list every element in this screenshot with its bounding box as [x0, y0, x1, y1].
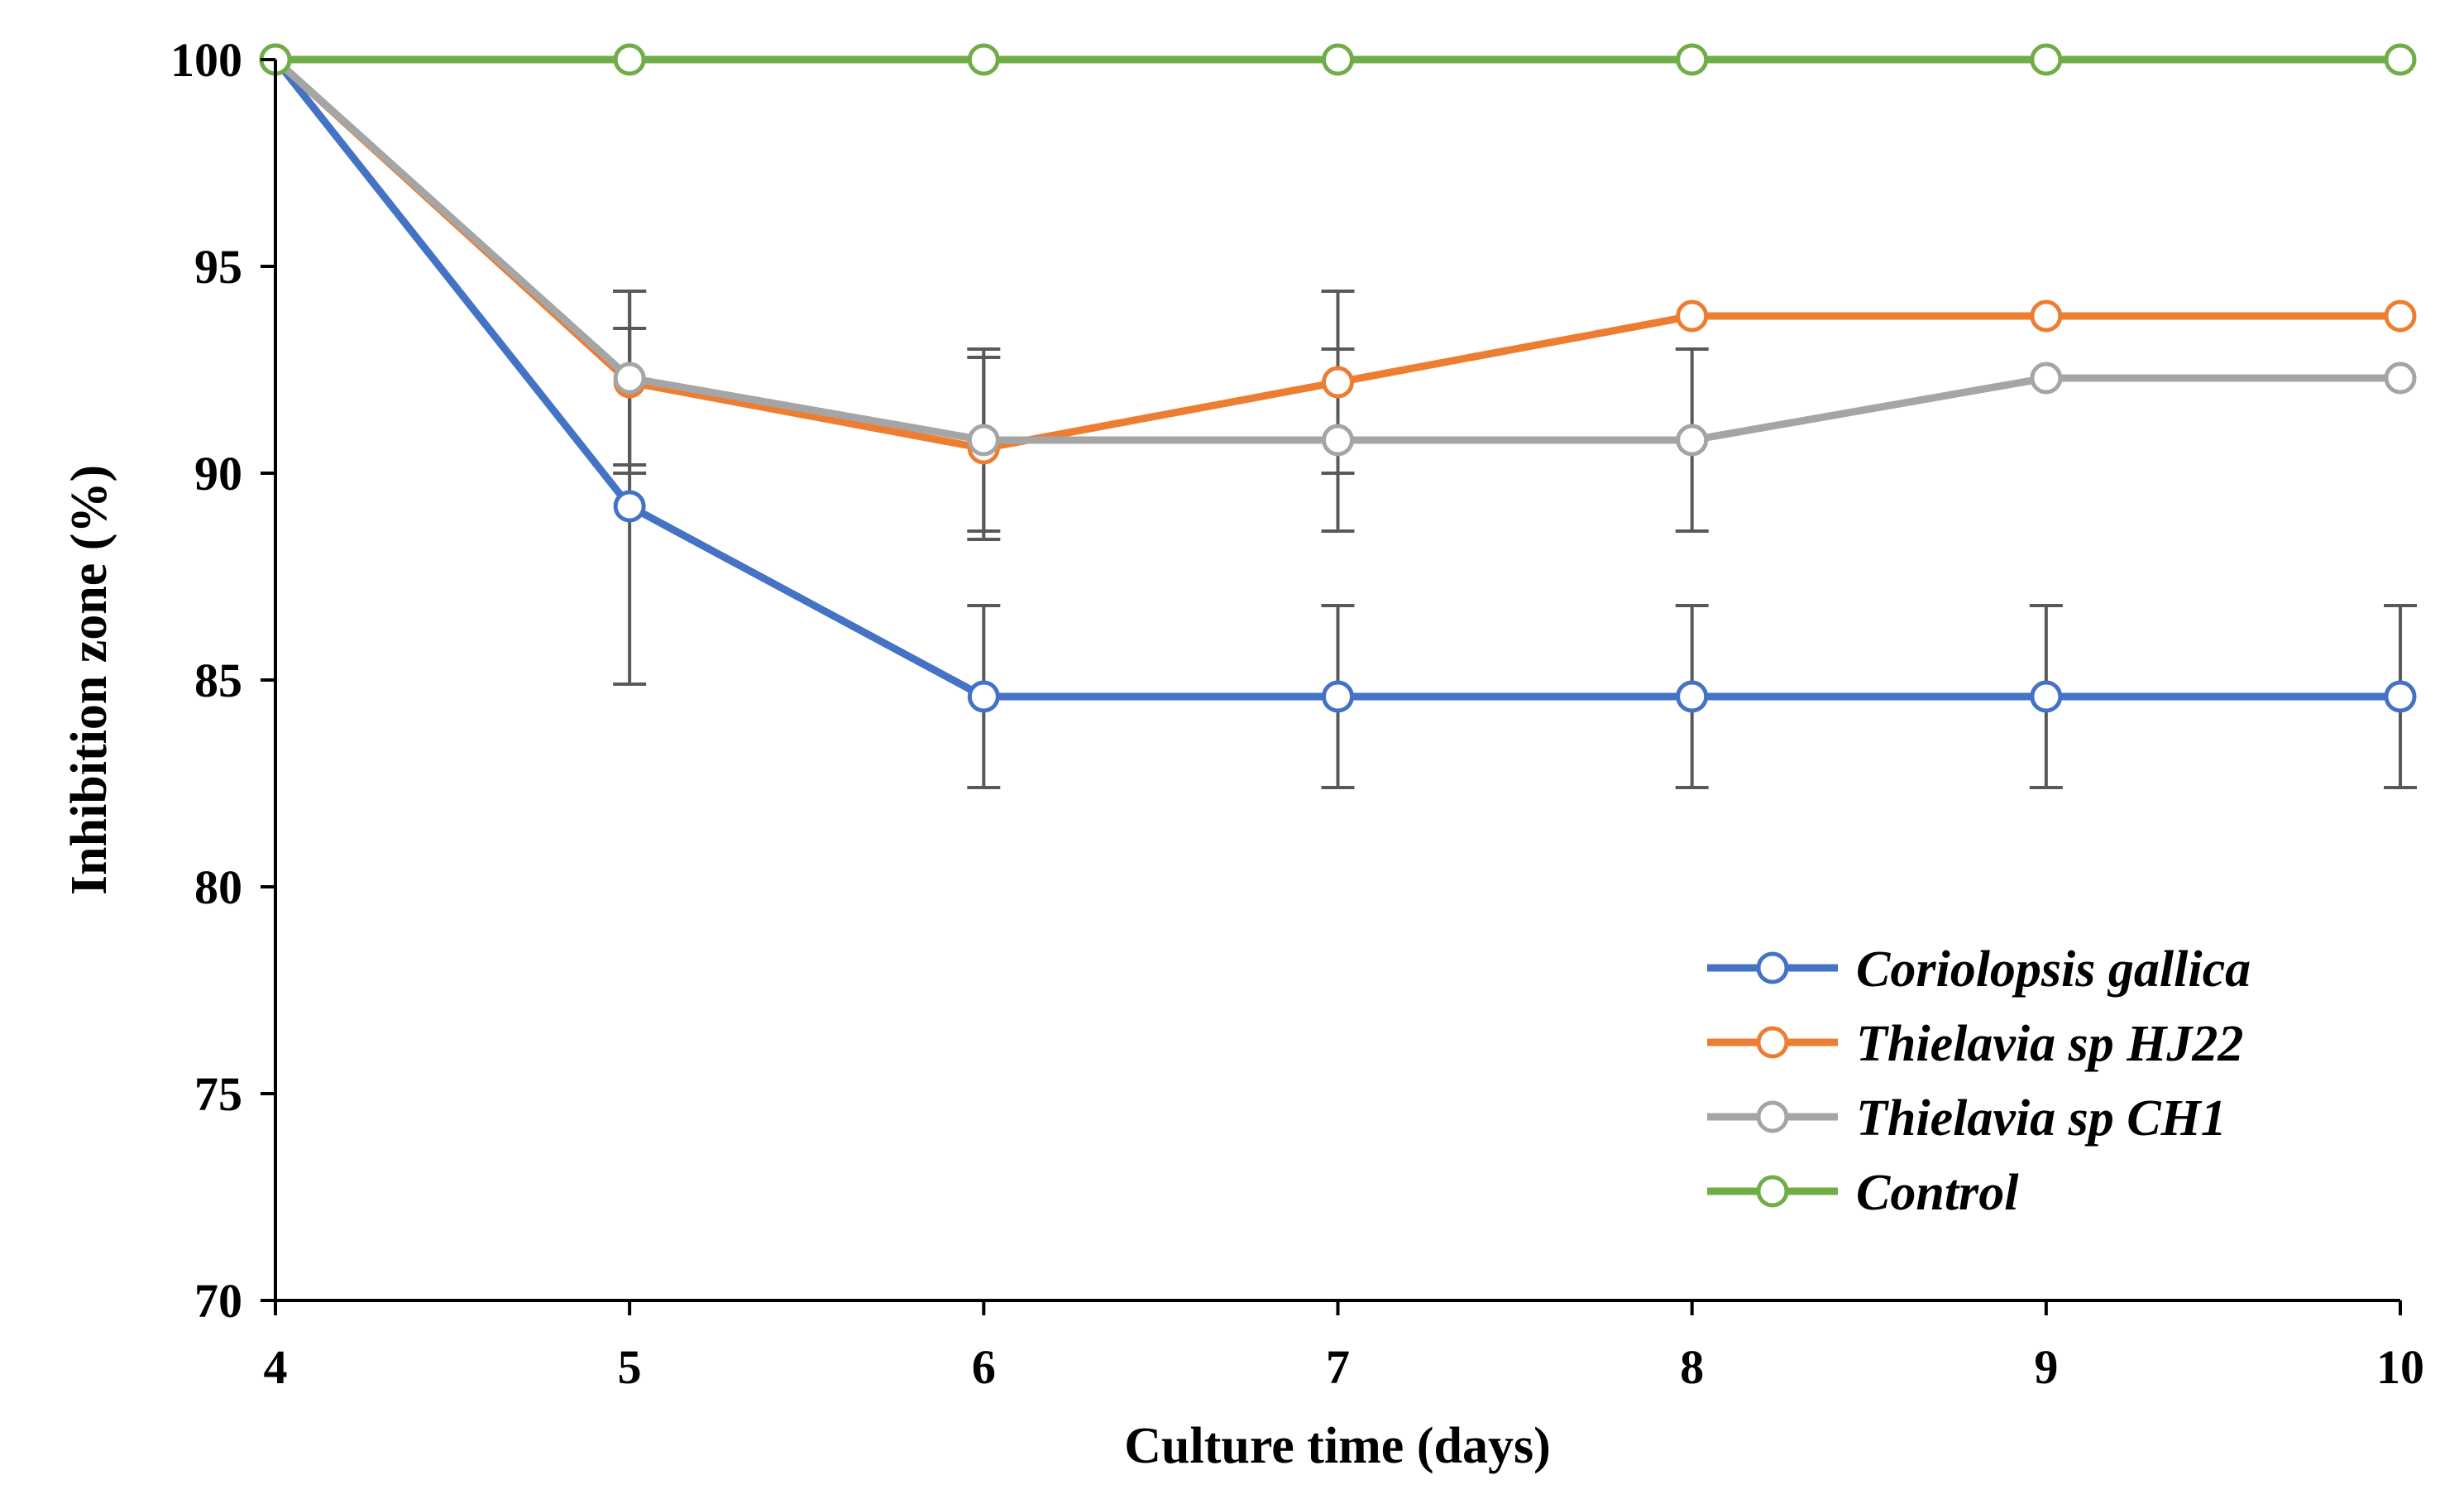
legend-entry: Thielavia sp CH1 — [1707, 1090, 2227, 1147]
legend-swatch-marker — [1756, 951, 1789, 984]
y-tick-label: 75 — [194, 1067, 242, 1121]
legend-label: Thielavia sp CH1 — [1856, 1090, 2227, 1147]
data-point — [1322, 680, 1354, 713]
data-point — [2384, 43, 2417, 76]
data-point — [1676, 299, 1709, 333]
legend-swatch-marker — [1756, 1175, 1789, 1208]
x-tick-label: 4 — [264, 1340, 288, 1394]
tick-labels: 70 75 80 85 90 95 100 4 5 6 7 8 9 10 — [170, 33, 2424, 1394]
data-point — [967, 424, 1000, 457]
data-point — [2030, 362, 2063, 395]
legend-entry: Control — [1707, 1165, 2019, 1221]
x-tick-label: 7 — [1326, 1340, 1350, 1394]
data-point — [613, 362, 646, 395]
y-tick-label: 90 — [194, 447, 242, 500]
x-tick-label: 6 — [972, 1340, 996, 1394]
data-point — [967, 43, 1000, 76]
data-point — [2384, 299, 2417, 333]
data-point — [2384, 362, 2417, 395]
legend: Coriolopsis gallica Thielavia sp HJ22 Thie… — [1707, 941, 2251, 1221]
legend-label: Thielavia sp HJ22 — [1856, 1016, 2243, 1072]
x-axis-title: Culture time (days) — [1124, 1418, 1550, 1474]
series-lines — [259, 43, 2417, 713]
y-tick-label: 95 — [194, 240, 242, 294]
legend-entry: Thielavia sp HJ22 — [1707, 1016, 2243, 1072]
series-3 — [259, 43, 2417, 76]
data-point — [1676, 424, 1709, 457]
y-tick-label: 100 — [170, 33, 242, 87]
ticks — [261, 58, 2402, 1315]
y-tick-label: 85 — [194, 654, 242, 707]
y-tick-label: 80 — [194, 860, 242, 914]
x-tick-label: 10 — [2376, 1340, 2424, 1394]
data-point — [613, 43, 646, 76]
x-tick-label: 8 — [1680, 1340, 1704, 1394]
data-point — [1322, 366, 1354, 399]
error-bars — [613, 290, 2417, 789]
data-point — [1322, 424, 1354, 457]
legend-label: Coriolopsis gallica — [1856, 941, 2251, 998]
legend-swatch-marker — [1756, 1100, 1789, 1133]
data-point — [1676, 43, 1709, 76]
legend-label: Control — [1856, 1165, 2019, 1221]
data-point — [613, 490, 646, 523]
x-tick-label: 9 — [2034, 1340, 2058, 1394]
data-point — [2384, 680, 2417, 713]
data-point — [2030, 43, 2063, 76]
data-point — [1676, 680, 1709, 713]
legend-entry: Coriolopsis gallica — [1707, 941, 2251, 998]
data-point — [967, 680, 1000, 713]
legend-swatch-marker — [1756, 1026, 1789, 1059]
data-point — [2030, 680, 2063, 713]
data-point — [2030, 299, 2063, 333]
x-tick-label: 5 — [618, 1340, 642, 1394]
y-tick-label: 70 — [194, 1274, 242, 1328]
data-point — [1322, 43, 1354, 76]
y-axis-title: Inhibition zone (%) — [61, 465, 117, 895]
